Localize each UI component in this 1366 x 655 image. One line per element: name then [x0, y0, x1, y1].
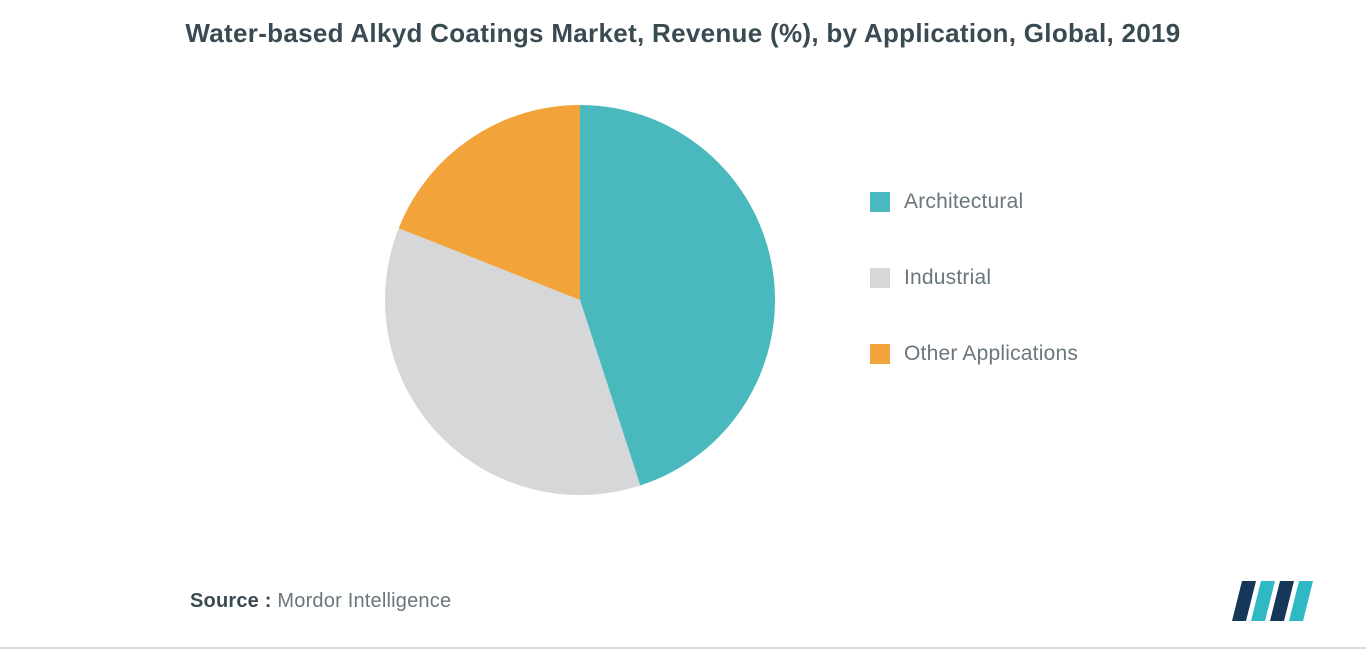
legend-item-industrial: Industrial [870, 266, 1078, 290]
logo-bar [1232, 581, 1256, 621]
logo-bar [1270, 581, 1294, 621]
source-attribution: Source : Mordor Intelligence [190, 590, 451, 613]
legend-swatch [870, 344, 890, 364]
legend-swatch [870, 268, 890, 288]
mordor-logo [1228, 577, 1314, 625]
bottom-divider [0, 647, 1366, 649]
logo-bar [1251, 581, 1275, 621]
chart-container: Water-based Alkyd Coatings Market, Reven… [0, 0, 1366, 655]
legend-label: Industrial [904, 266, 991, 290]
legend-item-architectural: Architectural [870, 190, 1078, 214]
legend-item-other: Other Applications [870, 342, 1078, 366]
source-value: Mordor Intelligence [277, 590, 451, 612]
legend-label: Other Applications [904, 342, 1078, 366]
source-label: Source : [190, 590, 272, 612]
chart-title: Water-based Alkyd Coatings Market, Reven… [0, 18, 1366, 49]
pie-chart [380, 100, 780, 500]
logo-bar [1289, 581, 1313, 621]
legend-swatch [870, 192, 890, 212]
legend-label: Architectural [904, 190, 1023, 214]
legend: Architectural Industrial Other Applicati… [870, 190, 1078, 366]
